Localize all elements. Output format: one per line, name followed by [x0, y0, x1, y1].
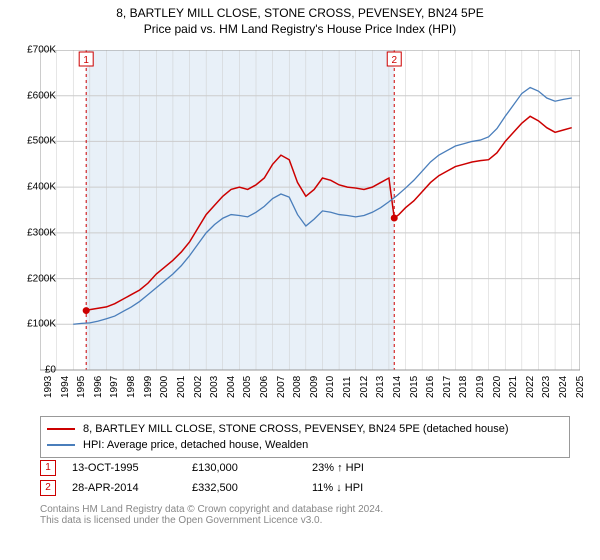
sales-table: 1 13-OCT-1995 £130,000 23% ↑ HPI 2 28-AP…	[40, 458, 432, 498]
sale-delta: 23% ↑ HPI	[312, 462, 432, 474]
sale-marker-num: 1	[45, 462, 51, 473]
chart-area: 12	[40, 50, 580, 405]
sale-delta: 11% ↓ HPI	[312, 482, 432, 494]
sale-marker-icon: 2	[40, 480, 56, 496]
legend-row: HPI: Average price, detached house, Weal…	[47, 437, 563, 453]
sale-price: £130,000	[192, 462, 312, 474]
sale-row: 1 13-OCT-1995 £130,000 23% ↑ HPI	[40, 458, 432, 478]
footer-line: This data is licensed under the Open Gov…	[40, 515, 383, 526]
svg-text:1: 1	[83, 55, 89, 66]
legend-row: 8, BARTLEY MILL CLOSE, STONE CROSS, PEVE…	[47, 421, 563, 437]
sale-marker-icon: 1	[40, 460, 56, 476]
svg-text:2: 2	[391, 55, 397, 66]
footer: Contains HM Land Registry data © Crown c…	[40, 504, 383, 526]
title-main: 8, BARTLEY MILL CLOSE, STONE CROSS, PEVE…	[0, 6, 600, 20]
legend-label: HPI: Average price, detached house, Weal…	[83, 439, 308, 451]
legend-swatch	[47, 428, 75, 430]
sale-date: 13-OCT-1995	[72, 462, 192, 474]
title-block: 8, BARTLEY MILL CLOSE, STONE CROSS, PEVE…	[0, 0, 600, 36]
title-sub: Price paid vs. HM Land Registry's House …	[0, 22, 600, 36]
legend-label: 8, BARTLEY MILL CLOSE, STONE CROSS, PEVE…	[83, 423, 509, 435]
chart-container: 8, BARTLEY MILL CLOSE, STONE CROSS, PEVE…	[0, 0, 600, 560]
sale-date: 28-APR-2014	[72, 482, 192, 494]
footer-line: Contains HM Land Registry data © Crown c…	[40, 504, 383, 515]
legend-swatch	[47, 444, 75, 446]
chart-svg: 12	[40, 50, 580, 405]
sale-marker-num: 2	[45, 482, 51, 493]
sale-row: 2 28-APR-2014 £332,500 11% ↓ HPI	[40, 478, 432, 498]
legend: 8, BARTLEY MILL CLOSE, STONE CROSS, PEVE…	[40, 416, 570, 458]
sale-price: £332,500	[192, 482, 312, 494]
